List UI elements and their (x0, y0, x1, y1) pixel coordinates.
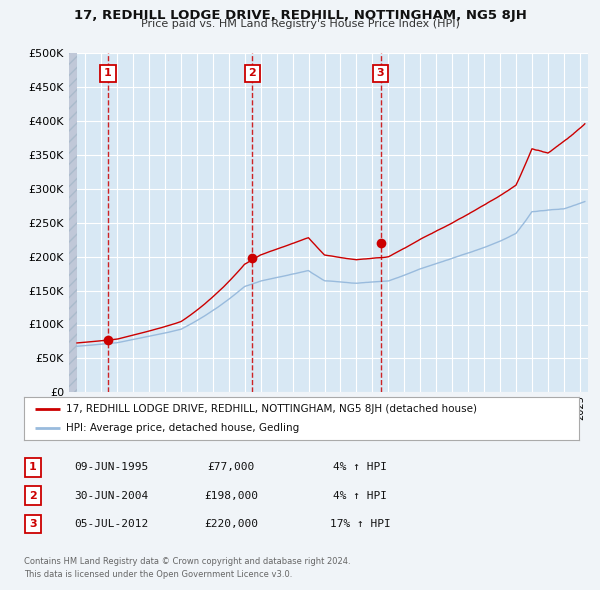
Text: 09-JUN-1995: 09-JUN-1995 (74, 463, 148, 472)
Text: 4% ↑ HPI: 4% ↑ HPI (333, 463, 387, 472)
Text: 30-JUN-2004: 30-JUN-2004 (74, 491, 148, 500)
Text: 2: 2 (248, 68, 256, 78)
Text: 17, REDHILL LODGE DRIVE, REDHILL, NOTTINGHAM, NG5 8JH (detached house): 17, REDHILL LODGE DRIVE, REDHILL, NOTTIN… (65, 404, 476, 414)
Bar (69, 53, 77, 392)
Text: 4% ↑ HPI: 4% ↑ HPI (333, 491, 387, 500)
Text: 1: 1 (104, 68, 112, 78)
Text: 05-JUL-2012: 05-JUL-2012 (74, 519, 148, 529)
Text: 1: 1 (29, 463, 37, 472)
Text: HPI: Average price, detached house, Gedling: HPI: Average price, detached house, Gedl… (65, 423, 299, 433)
Text: Price paid vs. HM Land Registry's House Price Index (HPI): Price paid vs. HM Land Registry's House … (140, 19, 460, 30)
Text: 17, REDHILL LODGE DRIVE, REDHILL, NOTTINGHAM, NG5 8JH: 17, REDHILL LODGE DRIVE, REDHILL, NOTTIN… (74, 9, 526, 22)
Text: 3: 3 (377, 68, 385, 78)
Text: Contains HM Land Registry data © Crown copyright and database right 2024.: Contains HM Land Registry data © Crown c… (24, 558, 350, 566)
Text: £220,000: £220,000 (204, 519, 258, 529)
Text: £198,000: £198,000 (204, 491, 258, 500)
Text: 2: 2 (29, 491, 37, 500)
Text: 3: 3 (29, 519, 37, 529)
Text: 17% ↑ HPI: 17% ↑ HPI (329, 519, 391, 529)
Text: £77,000: £77,000 (208, 463, 254, 472)
Text: This data is licensed under the Open Government Licence v3.0.: This data is licensed under the Open Gov… (24, 571, 292, 579)
